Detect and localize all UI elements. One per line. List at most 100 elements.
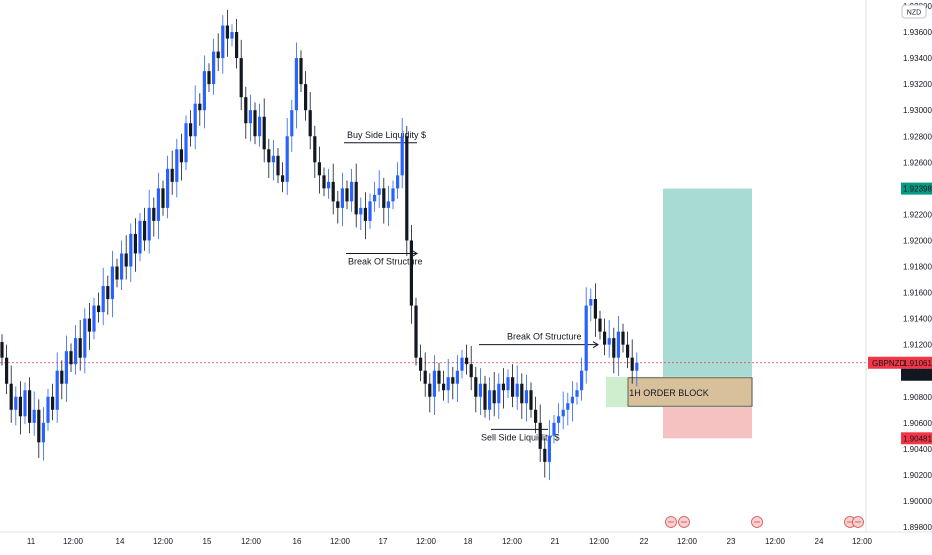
- candle-body: [147, 207, 151, 241]
- candle: [396, 162, 400, 199]
- candle: [580, 357, 584, 401]
- candle: [419, 344, 423, 382]
- candle-body: [74, 338, 78, 365]
- gbpnzd-price-tag: [868, 356, 932, 369]
- stop-loss-price-label: 1.90481: [903, 434, 932, 443]
- x-tick-label: 15: [203, 537, 212, 546]
- candle: [147, 189, 151, 254]
- economic-event-icon[interactable]: [665, 516, 677, 528]
- candle-body: [506, 377, 510, 391]
- candle: [400, 118, 404, 189]
- candle-body: [207, 71, 211, 85]
- take-profit-zone: [663, 188, 752, 377]
- candle-body: [345, 188, 349, 202]
- economic-event-icon[interactable]: [751, 516, 763, 528]
- candle-body: [570, 396, 574, 404]
- candle-body: [262, 116, 266, 150]
- x-tick-label: 22: [640, 537, 649, 546]
- candle-body: [511, 377, 515, 397]
- annotations: Buy Side Liquidity $ Break Of Structure Br…: [344, 130, 599, 442]
- candle-body: [267, 149, 271, 163]
- candle-body: [189, 123, 193, 137]
- candle: [405, 125, 409, 257]
- stop-loss-price-tag: [901, 432, 932, 445]
- candle-body: [460, 357, 464, 371]
- candle-body: [322, 175, 326, 189]
- candle-body: [603, 331, 607, 345]
- candle-body: [51, 396, 55, 410]
- candle: [515, 365, 519, 410]
- candle-body: [635, 362, 639, 371]
- x-tick-label: 17: [379, 537, 388, 546]
- candle-body: [580, 370, 584, 391]
- candle-body: [566, 403, 570, 410]
- candle-body: [575, 390, 579, 397]
- candle-body: [253, 110, 257, 137]
- candle: [101, 267, 105, 326]
- y-tick-label: 1.92000: [903, 236, 932, 245]
- candle: [74, 325, 78, 375]
- candle: [520, 373, 524, 419]
- candle-body: [598, 318, 602, 332]
- candle-body: [593, 299, 597, 319]
- candle-body: [327, 181, 331, 189]
- candle-body: [14, 396, 18, 410]
- candle: [9, 365, 13, 423]
- candle-body: [5, 357, 9, 384]
- candle: [511, 364, 515, 408]
- candle-body: [46, 396, 50, 423]
- candle: [626, 331, 630, 369]
- bos-1-label: Break Of Structure: [348, 256, 423, 266]
- x-tick-label: 12:00: [63, 537, 84, 546]
- candle: [363, 192, 367, 240]
- candle: [83, 308, 87, 374]
- candle: [561, 391, 565, 430]
- candle-body: [414, 305, 418, 358]
- candle: [469, 345, 473, 391]
- candle-body: [437, 370, 441, 384]
- candle: [534, 396, 538, 434]
- candle: [92, 297, 96, 340]
- candle: [41, 407, 45, 461]
- x-tick-label: 12:00: [416, 537, 437, 546]
- candle-body: [221, 25, 225, 59]
- candle: [322, 167, 326, 197]
- candle: [120, 240, 124, 290]
- symbol-badge[interactable]: NZD: [901, 4, 927, 19]
- candle-body: [9, 383, 13, 410]
- candle: [198, 93, 202, 126]
- candle-body: [313, 136, 317, 163]
- entry-price-tag: [901, 368, 932, 381]
- candle: [455, 355, 459, 402]
- candle: [552, 414, 556, 444]
- candle-body: [612, 338, 616, 358]
- candle: [51, 383, 55, 421]
- y-tick-label: 1.92200: [903, 210, 932, 219]
- candle-body: [276, 155, 280, 176]
- candle-body: [589, 299, 593, 306]
- candle: [281, 162, 285, 193]
- candle: [5, 344, 9, 395]
- candle: [446, 358, 450, 404]
- candle-body: [193, 103, 197, 137]
- candle: [23, 382, 27, 425]
- economic-event-icon[interactable]: [852, 516, 864, 528]
- candle-body: [0, 342, 4, 358]
- candle: [442, 370, 446, 401]
- position-zones: 1H ORDER BLOCK: [0, 188, 866, 439]
- candle-body: [359, 207, 363, 215]
- candle-body: [198, 103, 202, 111]
- candle: [55, 352, 59, 423]
- candle: [368, 193, 372, 229]
- candle-body: [18, 396, 22, 417]
- candle: [179, 133, 183, 181]
- economic-event-icon[interactable]: [678, 516, 690, 528]
- candle: [60, 360, 64, 400]
- candle: [331, 163, 335, 215]
- y-tick-label: 1.92800: [903, 132, 932, 141]
- bos-2-arrow: [592, 341, 599, 349]
- candle-body: [87, 318, 91, 332]
